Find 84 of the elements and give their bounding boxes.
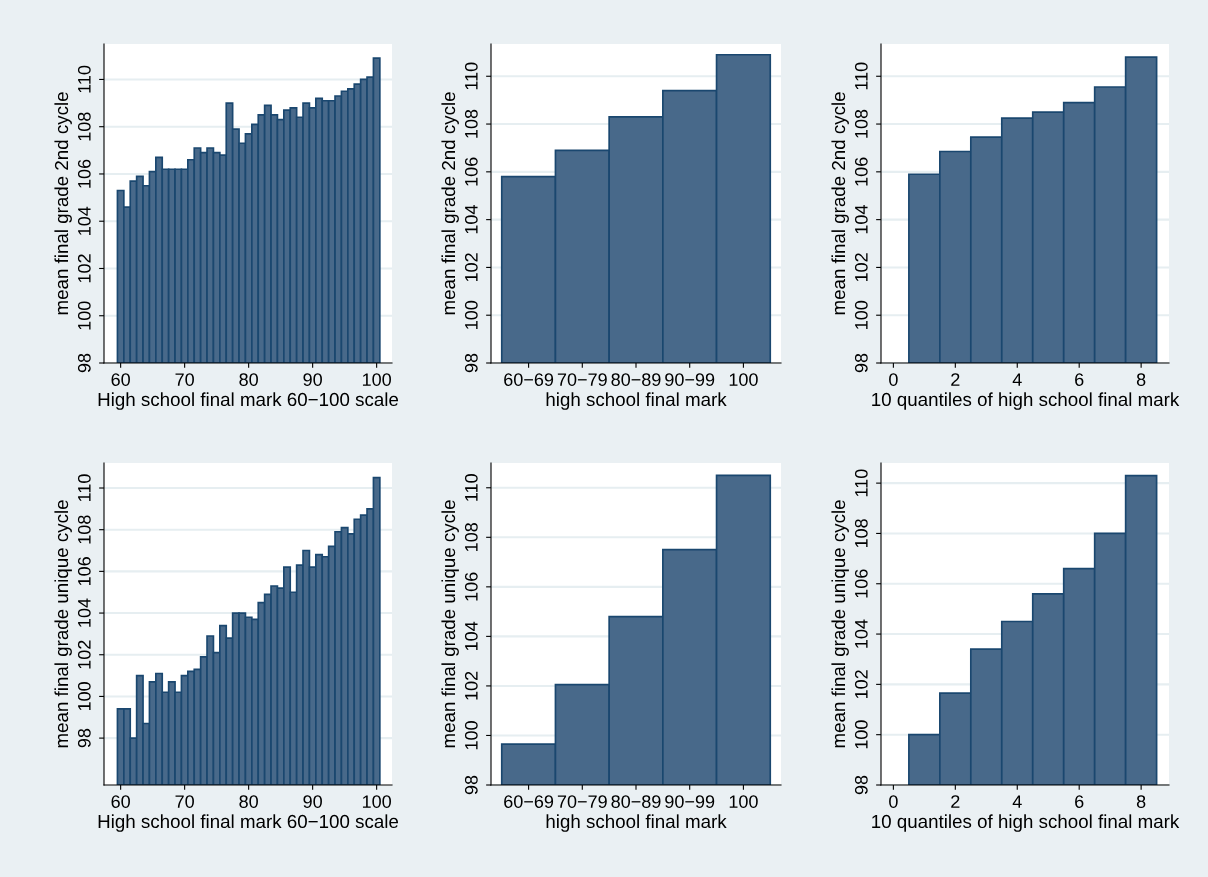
y-tick-label: 110	[854, 62, 868, 90]
y-tick-label: 110	[464, 62, 478, 90]
y-tick-label: 98	[854, 353, 868, 373]
y-axis-title: mean final grade unique cycle	[54, 500, 72, 748]
y-tick-label: 108	[854, 109, 868, 138]
x-tick-label: 70−79	[557, 373, 607, 386]
y-tick-label: 98	[77, 353, 91, 373]
x-axis-title: 10 quantiles of high school final mark	[872, 814, 1180, 832]
y-tick-label: 102	[464, 253, 478, 282]
y-tick-label: 104	[854, 619, 868, 648]
y-tick-label: 108	[854, 519, 868, 548]
y-tick-label: 98	[464, 353, 478, 373]
x-tick-label: 6	[1075, 373, 1084, 386]
x-tick-label: 60−69	[504, 795, 554, 808]
y-axis-title: mean final grade unique cycle	[831, 500, 849, 748]
y-tick-label: 110	[464, 474, 478, 501]
x-tick-label: 100	[729, 795, 758, 808]
y-tick-label: 108	[464, 109, 478, 138]
y-tick-label: 110	[77, 65, 91, 93]
x-axis-title: high school final mark	[546, 814, 727, 832]
x-tick-label: 8	[1136, 373, 1146, 386]
x-tick-label: 60−69	[504, 373, 554, 386]
y-tick-label: 110	[854, 469, 868, 497]
y-tick-label: 102	[854, 253, 868, 282]
x-tick-label: 90	[303, 373, 322, 386]
x-tick-label: 8	[1136, 795, 1146, 808]
y-tick-label: 100	[77, 301, 91, 330]
y-tick-label: 108	[77, 515, 91, 544]
x-tick-label: 70−79	[557, 795, 607, 808]
y-tick-label: 106	[854, 157, 868, 186]
x-tick-label: 4	[1012, 795, 1022, 808]
y-tick-label: 106	[464, 572, 478, 601]
y-tick-label: 104	[464, 621, 478, 651]
y-axis-title: mean final grade unique cycle	[441, 500, 459, 748]
y-tick-label: 106	[77, 159, 91, 188]
y-tick-label: 104	[464, 205, 478, 234]
x-tick-label: 100	[362, 795, 391, 808]
x-tick-label: 80−89	[611, 373, 661, 386]
x-axis-title: high school final mark	[546, 392, 727, 410]
x-tick-label: 90−99	[665, 795, 715, 808]
y-tick-label: 102	[77, 254, 91, 283]
x-tick-label: 80	[239, 373, 258, 386]
y-tick-label: 98	[77, 728, 91, 748]
x-tick-label: 80	[239, 795, 258, 808]
x-tick-label: 80−89	[611, 795, 661, 808]
y-axis-title: mean final grade 2nd cycle	[831, 92, 849, 315]
x-tick-label: 2	[951, 373, 960, 386]
x-tick-label: 90	[303, 795, 322, 808]
x-axis-title: 10 quantiles of high school final mark	[872, 392, 1180, 410]
y-axis-title: mean final grade 2nd cycle	[54, 92, 72, 315]
y-tick-label: 104	[854, 205, 868, 234]
x-tick-label: 70	[175, 373, 194, 386]
y-tick-label: 98	[854, 775, 868, 795]
x-tick-label: 6	[1075, 795, 1084, 808]
y-tick-label: 100	[854, 300, 868, 329]
x-tick-label: 90−99	[665, 373, 715, 386]
y-tick-label: 104	[77, 206, 91, 235]
x-tick-label: 60	[111, 373, 130, 386]
x-axis-title: High school final mark 60−100 scale	[98, 392, 399, 410]
y-tick-label: 108	[77, 112, 91, 141]
y-tick-label: 100	[464, 721, 478, 750]
x-tick-label: 4	[1012, 373, 1022, 386]
x-tick-label: 60	[111, 795, 130, 808]
x-tick-label: 70	[175, 795, 194, 808]
x-tick-label: 0	[889, 373, 898, 386]
y-tick-label: 100	[77, 682, 91, 711]
x-tick-label: 100	[362, 373, 391, 386]
y-tick-label: 100	[854, 720, 868, 749]
x-tick-label: 2	[951, 795, 960, 808]
y-tick-label: 102	[854, 670, 868, 699]
y-tick-label: 106	[854, 569, 868, 598]
x-tick-label: 0	[889, 795, 898, 808]
y-tick-label: 106	[77, 557, 91, 586]
y-tick-label: 100	[464, 300, 478, 329]
x-tick-label: 100	[729, 373, 758, 386]
y-tick-label: 108	[464, 523, 478, 551]
y-tick-label: 110	[77, 474, 91, 502]
y-tick-label: 98	[464, 775, 478, 795]
y-tick-label: 102	[464, 671, 478, 700]
y-tick-label: 106	[464, 157, 478, 186]
x-axis-title: High school final mark 60−100 scale	[98, 814, 399, 832]
y-axis-title: mean final grade 2nd cycle	[441, 92, 459, 315]
y-tick-label: 104	[77, 598, 91, 627]
y-tick-label: 102	[77, 640, 91, 669]
